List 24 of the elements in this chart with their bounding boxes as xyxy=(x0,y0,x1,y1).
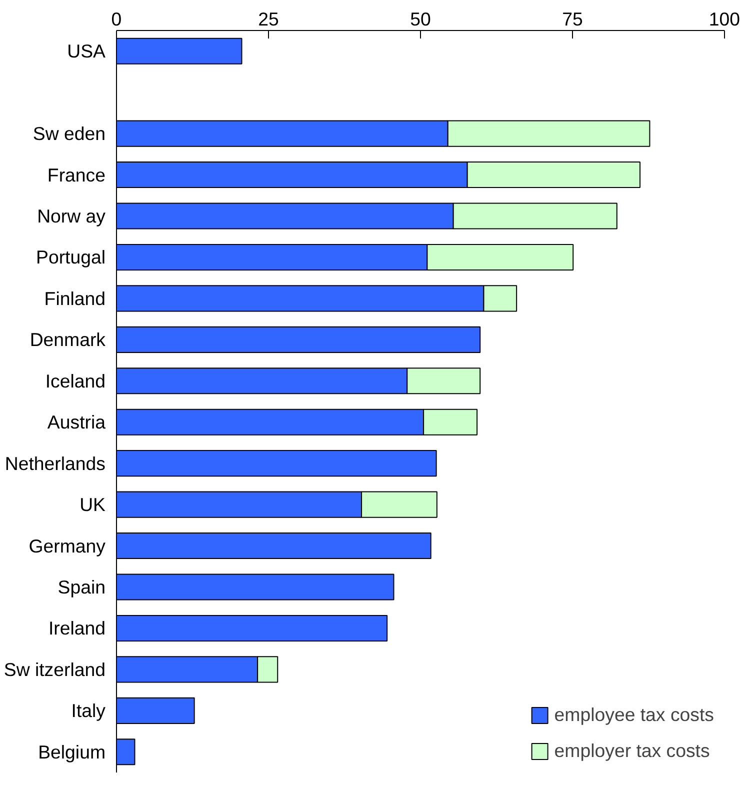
y-tick-label: Iceland xyxy=(45,370,106,392)
y-tick-label: Austria xyxy=(47,412,106,433)
y-tick-label: Denmark xyxy=(30,329,106,350)
y-tick-label: Germany xyxy=(28,535,106,556)
y-tick-label: Finland xyxy=(44,288,106,309)
y-tick-label: Portugal xyxy=(36,246,106,268)
y-tick-label: Belgium xyxy=(38,741,106,762)
x-tick-label: 50 xyxy=(410,8,431,30)
y-tick-label: Netherlands xyxy=(4,452,106,474)
y-tick-label: Ireland xyxy=(48,618,106,639)
x-tick-label: 75 xyxy=(562,8,583,30)
legend-label: employee tax costs xyxy=(554,704,714,726)
x-tick-label: 100 xyxy=(708,8,740,30)
x-tick-label: 25 xyxy=(258,8,279,30)
y-tick-label: UK xyxy=(80,494,106,516)
y-tick-label: France xyxy=(47,164,106,186)
y-tick-label: Sw itzerland xyxy=(4,658,106,680)
y-tick-label: Sw eden xyxy=(32,123,106,144)
legend-label: employer tax costs xyxy=(554,740,710,762)
y-tick-label: Italy xyxy=(71,700,106,722)
y-tick-label: Spain xyxy=(58,576,106,598)
x-tick-label: 0 xyxy=(111,8,122,30)
y-tick-label: USA xyxy=(67,40,106,62)
y-tick-label: Norw ay xyxy=(37,206,106,226)
